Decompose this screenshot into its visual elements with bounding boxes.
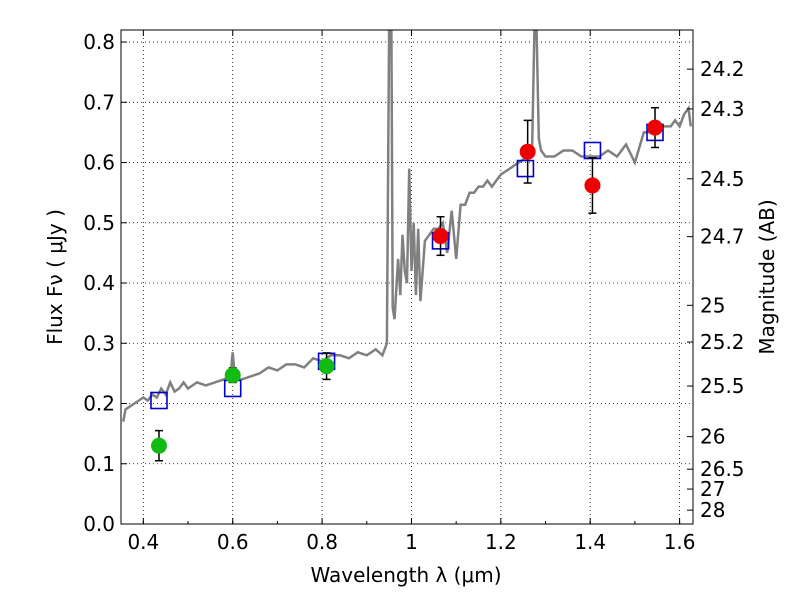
observed-point [647, 119, 664, 136]
y-tick-label: 0.0 [83, 512, 115, 536]
model-spectrum-line [121, 30, 693, 422]
grid [121, 30, 693, 524]
y2-axis-title: Magnitude (AB) [755, 199, 779, 354]
plot-frame [120, 29, 694, 525]
y2-tick-label: 24.7 [700, 225, 745, 249]
y-tick-label: 0.8 [83, 30, 115, 54]
observed-point [432, 228, 449, 245]
x-tick-label: 0.8 [306, 530, 338, 554]
x-tick-label: 1 [405, 530, 418, 554]
observed-point [519, 143, 536, 160]
y-tick-label: 0.6 [83, 151, 115, 175]
y2-tick-label: 26 [700, 425, 725, 449]
y2-tick-label: 25.2 [700, 330, 745, 354]
x-tick-label: 0.4 [127, 530, 159, 554]
observed-point [224, 367, 241, 384]
y2-tick-label: 25 [700, 293, 725, 317]
y2-tick-label: 25.5 [700, 374, 745, 398]
x-tick-label: 1.6 [664, 530, 696, 554]
y-axis-title: Flux Fν ( μJy ) [43, 209, 67, 345]
axis-layer: 0.4 0.6 0.8 1 1.2 1.4 1.6 0.0 0.1 0.2 0.3 0.4 0.5 0.6… [83, 30, 745, 554]
y-tick-label: 0.4 [83, 271, 115, 295]
y-tick-label: 0.1 [83, 452, 115, 476]
series-layer [121, 30, 693, 462]
model-photometry-square [150, 391, 168, 410]
y2-tick-label: 26.5 [700, 457, 745, 481]
observed-point [318, 358, 335, 375]
x-tick-label: 1.2 [485, 530, 517, 554]
y-tick-label: 0.2 [83, 392, 115, 416]
x-axis-title: Wavelength λ (μm) [310, 563, 501, 587]
observed-point [584, 177, 601, 194]
y2-tick-label: 27 [700, 477, 725, 501]
x-tick-label: 1.4 [574, 530, 606, 554]
model-photometry-square [516, 159, 535, 178]
y2-tick-label: 28 [700, 498, 725, 522]
y-tick-label: 0.5 [83, 211, 115, 235]
y2-tick-label: 24.5 [700, 167, 745, 191]
observed-point [150, 437, 167, 454]
y-tick-label: 0.7 [83, 90, 115, 114]
x-tick-label: 0.6 [217, 530, 249, 554]
y2-tick-label: 24.2 [700, 57, 745, 81]
y2-tick-label: 24.3 [700, 97, 745, 121]
y-tick-label: 0.3 [83, 331, 115, 355]
